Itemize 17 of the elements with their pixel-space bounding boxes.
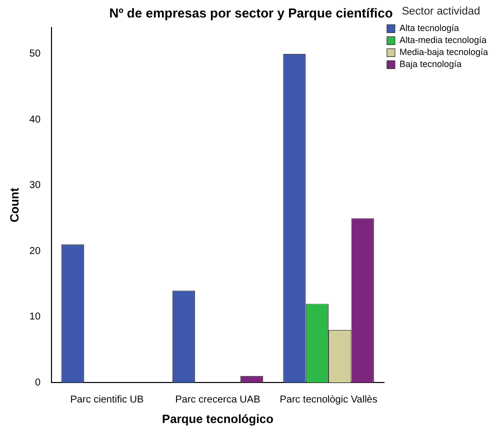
- legend-label: Alta-media tecnología: [399, 35, 487, 46]
- y-tick-label: 50: [29, 48, 41, 60]
- legend-title: Sector actividad: [402, 6, 480, 18]
- x-tick-label: Parc tecnològic Vallès: [280, 394, 378, 406]
- x-axis-title: Parque tecnológico: [162, 412, 274, 426]
- legend-label: Alta tecnología: [399, 23, 459, 34]
- y-tick-label: 10: [29, 312, 41, 323]
- legend-label: Media-baja tecnología: [399, 47, 488, 58]
- y-tick-label: 30: [29, 180, 41, 192]
- y-axis-title: Count: [8, 188, 22, 222]
- y-tick-label: 0: [34, 377, 41, 388]
- y-tick-label: 40: [29, 114, 41, 126]
- chart-title: Nº de empresas por sector y Parque científico: [109, 5, 393, 20]
- y-tick-label: 20: [29, 246, 41, 257]
- legend-label: Baja tecnología: [399, 59, 462, 70]
- x-tick-label: Parc cientific UB: [70, 394, 144, 406]
- x-tick-label: Parc crecerca UAB: [175, 394, 261, 406]
